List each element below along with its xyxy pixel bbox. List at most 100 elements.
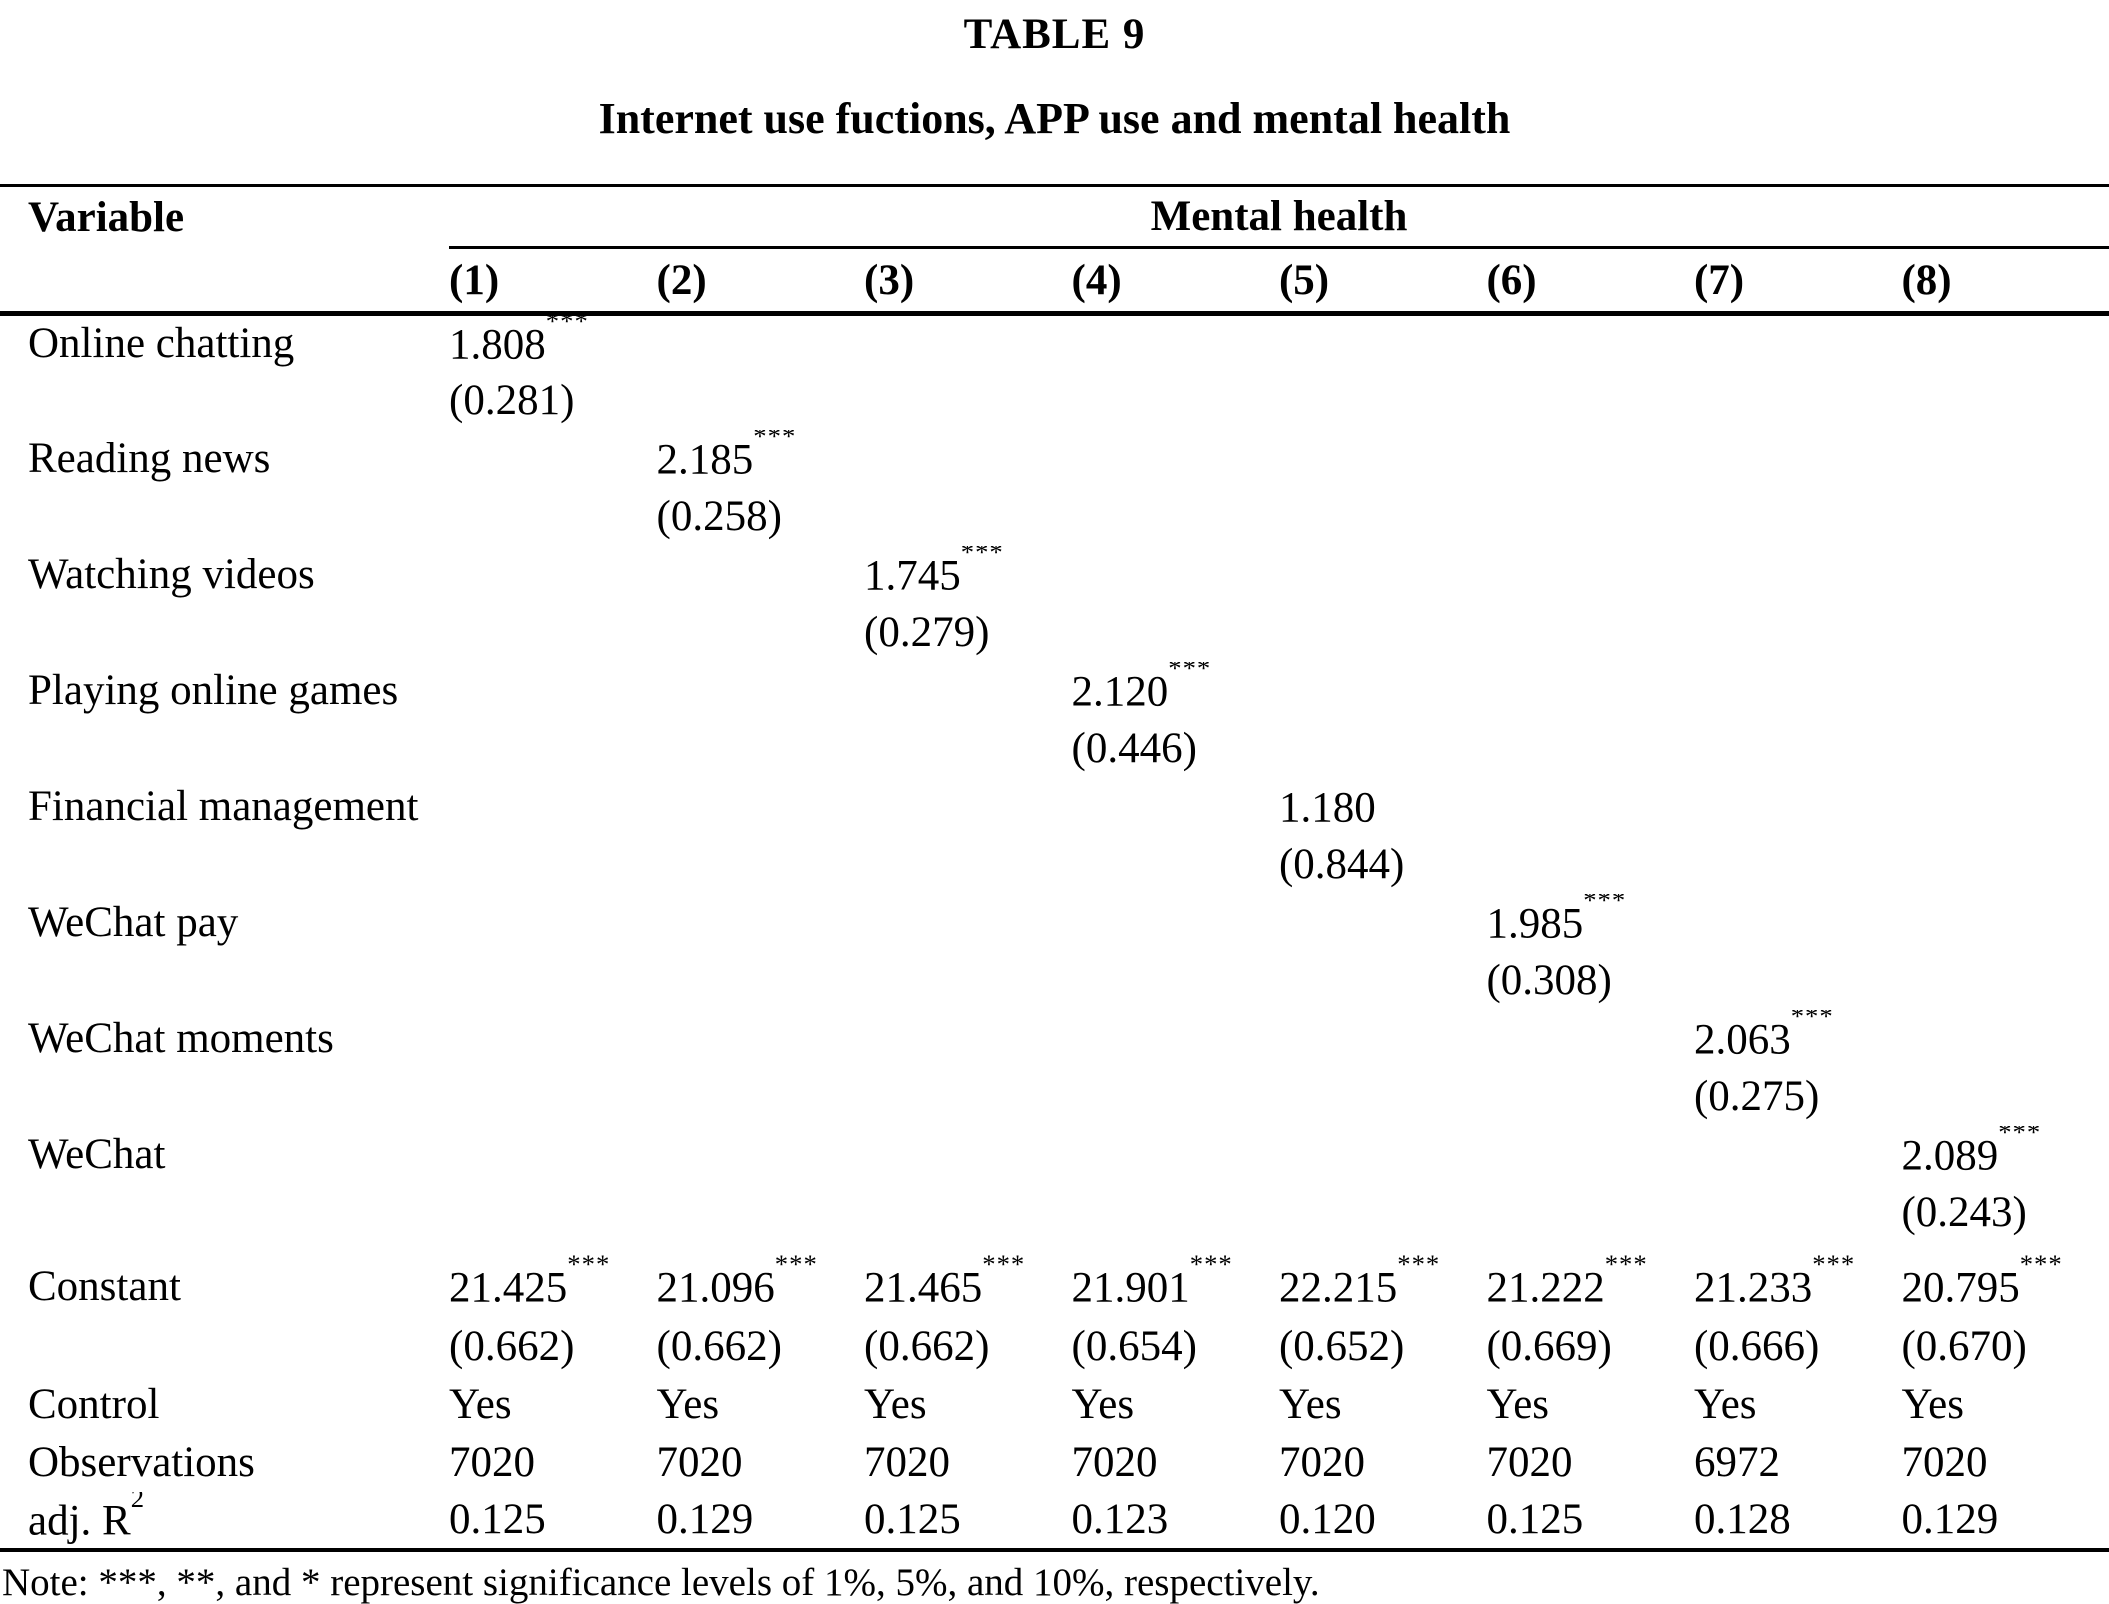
significance-stars: *** <box>960 545 1004 567</box>
constant-se-row: (0.662) (0.662) (0.662) (0.654) (0.652) … <box>0 1318 2109 1376</box>
coef-cell: 2.185*** <box>657 430 864 488</box>
table-row: (0.275) <box>0 1068 2109 1126</box>
table-row: (0.281) <box>0 372 2109 430</box>
coef-value: 20.795 <box>1901 1264 2020 1312</box>
empty-cell <box>1901 546 2109 604</box>
coef-value: 1.808 <box>449 321 546 369</box>
empty-cell <box>864 662 1071 720</box>
significance-stars: *** <box>1998 1125 2042 1147</box>
empty-cell <box>657 1010 864 1068</box>
empty-cell <box>657 372 864 430</box>
empty-cell <box>657 1126 864 1184</box>
se-cell: (0.281) <box>449 377 575 424</box>
empty-cell <box>1279 372 1486 430</box>
significance-stars: *** <box>1189 1248 1233 1279</box>
table-row: WeChat 2.089*** <box>0 1126 2109 1184</box>
coef-cell: 21.425*** <box>449 1242 656 1318</box>
value-cell: 0.123 <box>1071 1491 1279 1552</box>
empty-cell <box>864 1010 1071 1068</box>
coef-cell: 2.063*** <box>1694 1010 1901 1068</box>
empty-cell <box>657 1068 864 1126</box>
value-cell: 0.125 <box>1486 1491 1694 1552</box>
se-cell: (0.666) <box>1693 1323 1820 1370</box>
span-header-mental-health: Mental health <box>449 184 2109 249</box>
se-cell: (0.258) <box>656 493 782 540</box>
coef-cell: 1.180 <box>1279 778 1486 836</box>
coef-cell: 22.215*** <box>1279 1242 1486 1318</box>
coef-cell: 21.233*** <box>1694 1242 1901 1318</box>
table-row: (0.279) <box>0 604 2109 662</box>
table-row: (0.844) <box>0 836 2109 894</box>
empty-cell <box>657 546 864 604</box>
empty-cell <box>1486 430 1693 488</box>
coef-value: 21.096 <box>656 1264 775 1312</box>
se-cell: (0.662) <box>656 1323 782 1370</box>
empty-cell <box>1901 488 2109 546</box>
row-label: WeChat moments <box>28 1015 334 1062</box>
empty-cell <box>1486 314 1693 372</box>
empty-cell <box>1486 662 1693 720</box>
coef-cell: 21.901*** <box>1072 1242 1279 1318</box>
empty-cell <box>864 488 1071 546</box>
value-cell: Yes <box>1278 1381 1342 1428</box>
significance-stars: *** <box>567 1248 611 1279</box>
se-cell: (0.446) <box>1071 725 1197 772</box>
coef-cell: 1.985*** <box>1486 894 1693 952</box>
empty-cell <box>1901 314 2109 372</box>
value-cell: 7020 <box>1486 1439 1573 1486</box>
empty-cell <box>1279 314 1486 372</box>
column-header-7: (7) <box>1693 247 1902 316</box>
control-row: Control Yes Yes Yes Yes Yes Yes Yes Yes <box>0 1376 2109 1434</box>
empty-cell <box>0 720 449 778</box>
value-cell: 0.128 <box>1693 1491 1902 1552</box>
empty-cell <box>657 314 864 372</box>
empty-cell <box>449 488 656 546</box>
empty-cell <box>1901 1068 2109 1126</box>
empty-cell <box>1279 720 1486 778</box>
table-row: Financial management 1.180 <box>0 778 2109 836</box>
empty-cell <box>1486 488 1693 546</box>
coef-value: 1.745 <box>864 552 961 600</box>
empty-cell <box>0 604 449 662</box>
significance-stars: *** <box>545 313 589 336</box>
table-row: Watching videos 1.745*** <box>0 546 2109 604</box>
row-label: Playing online games <box>28 667 399 714</box>
observations-row: Observations 7020 7020 7020 7020 7020 70… <box>0 1434 2109 1492</box>
se-cell: (0.308) <box>1486 957 1612 1004</box>
empty-cell <box>449 952 656 1010</box>
coef-value: 21.425 <box>449 1264 568 1312</box>
empty-cell <box>864 1068 1071 1126</box>
significance-stars: *** <box>1790 1009 1834 1031</box>
empty-cell <box>1486 778 1693 836</box>
empty-cell <box>0 1184 449 1242</box>
row-label: Online chatting <box>28 320 295 368</box>
empty-cell <box>1901 720 2109 778</box>
coef-value: 2.063 <box>1693 1016 1791 1064</box>
empty-cell <box>657 1184 864 1242</box>
empty-cell <box>1072 314 1279 372</box>
empty-cell <box>1694 604 1901 662</box>
row-label: Observations <box>28 1439 255 1486</box>
empty-cell <box>657 952 864 1010</box>
significance-stars: *** <box>1604 1248 1648 1279</box>
table-number-label: TABLE 9 <box>963 11 1146 58</box>
empty-cell <box>1486 1068 1693 1126</box>
empty-cell <box>449 1126 656 1184</box>
significance-stars: *** <box>1168 661 1212 683</box>
empty-cell <box>1694 836 1901 894</box>
coef-value: 21.465 <box>864 1264 983 1312</box>
empty-cell <box>864 836 1071 894</box>
coef-value: 21.222 <box>1486 1264 1605 1312</box>
empty-cell <box>1694 952 1901 1010</box>
column-header-2: (2) <box>656 247 865 316</box>
empty-cell <box>1694 1126 1901 1184</box>
empty-cell <box>864 720 1071 778</box>
coef-cell: 21.465*** <box>864 1242 1071 1318</box>
empty-cell <box>449 720 656 778</box>
empty-cell <box>1279 488 1486 546</box>
table-footnote: Note: ***, **, and * represent significa… <box>2 1560 1320 1604</box>
table-row: WeChat pay 1.985*** <box>0 894 2109 952</box>
value-cell: 7020 <box>656 1439 743 1486</box>
empty-cell <box>1694 778 1901 836</box>
coef-cell: 2.120*** <box>1072 662 1279 720</box>
